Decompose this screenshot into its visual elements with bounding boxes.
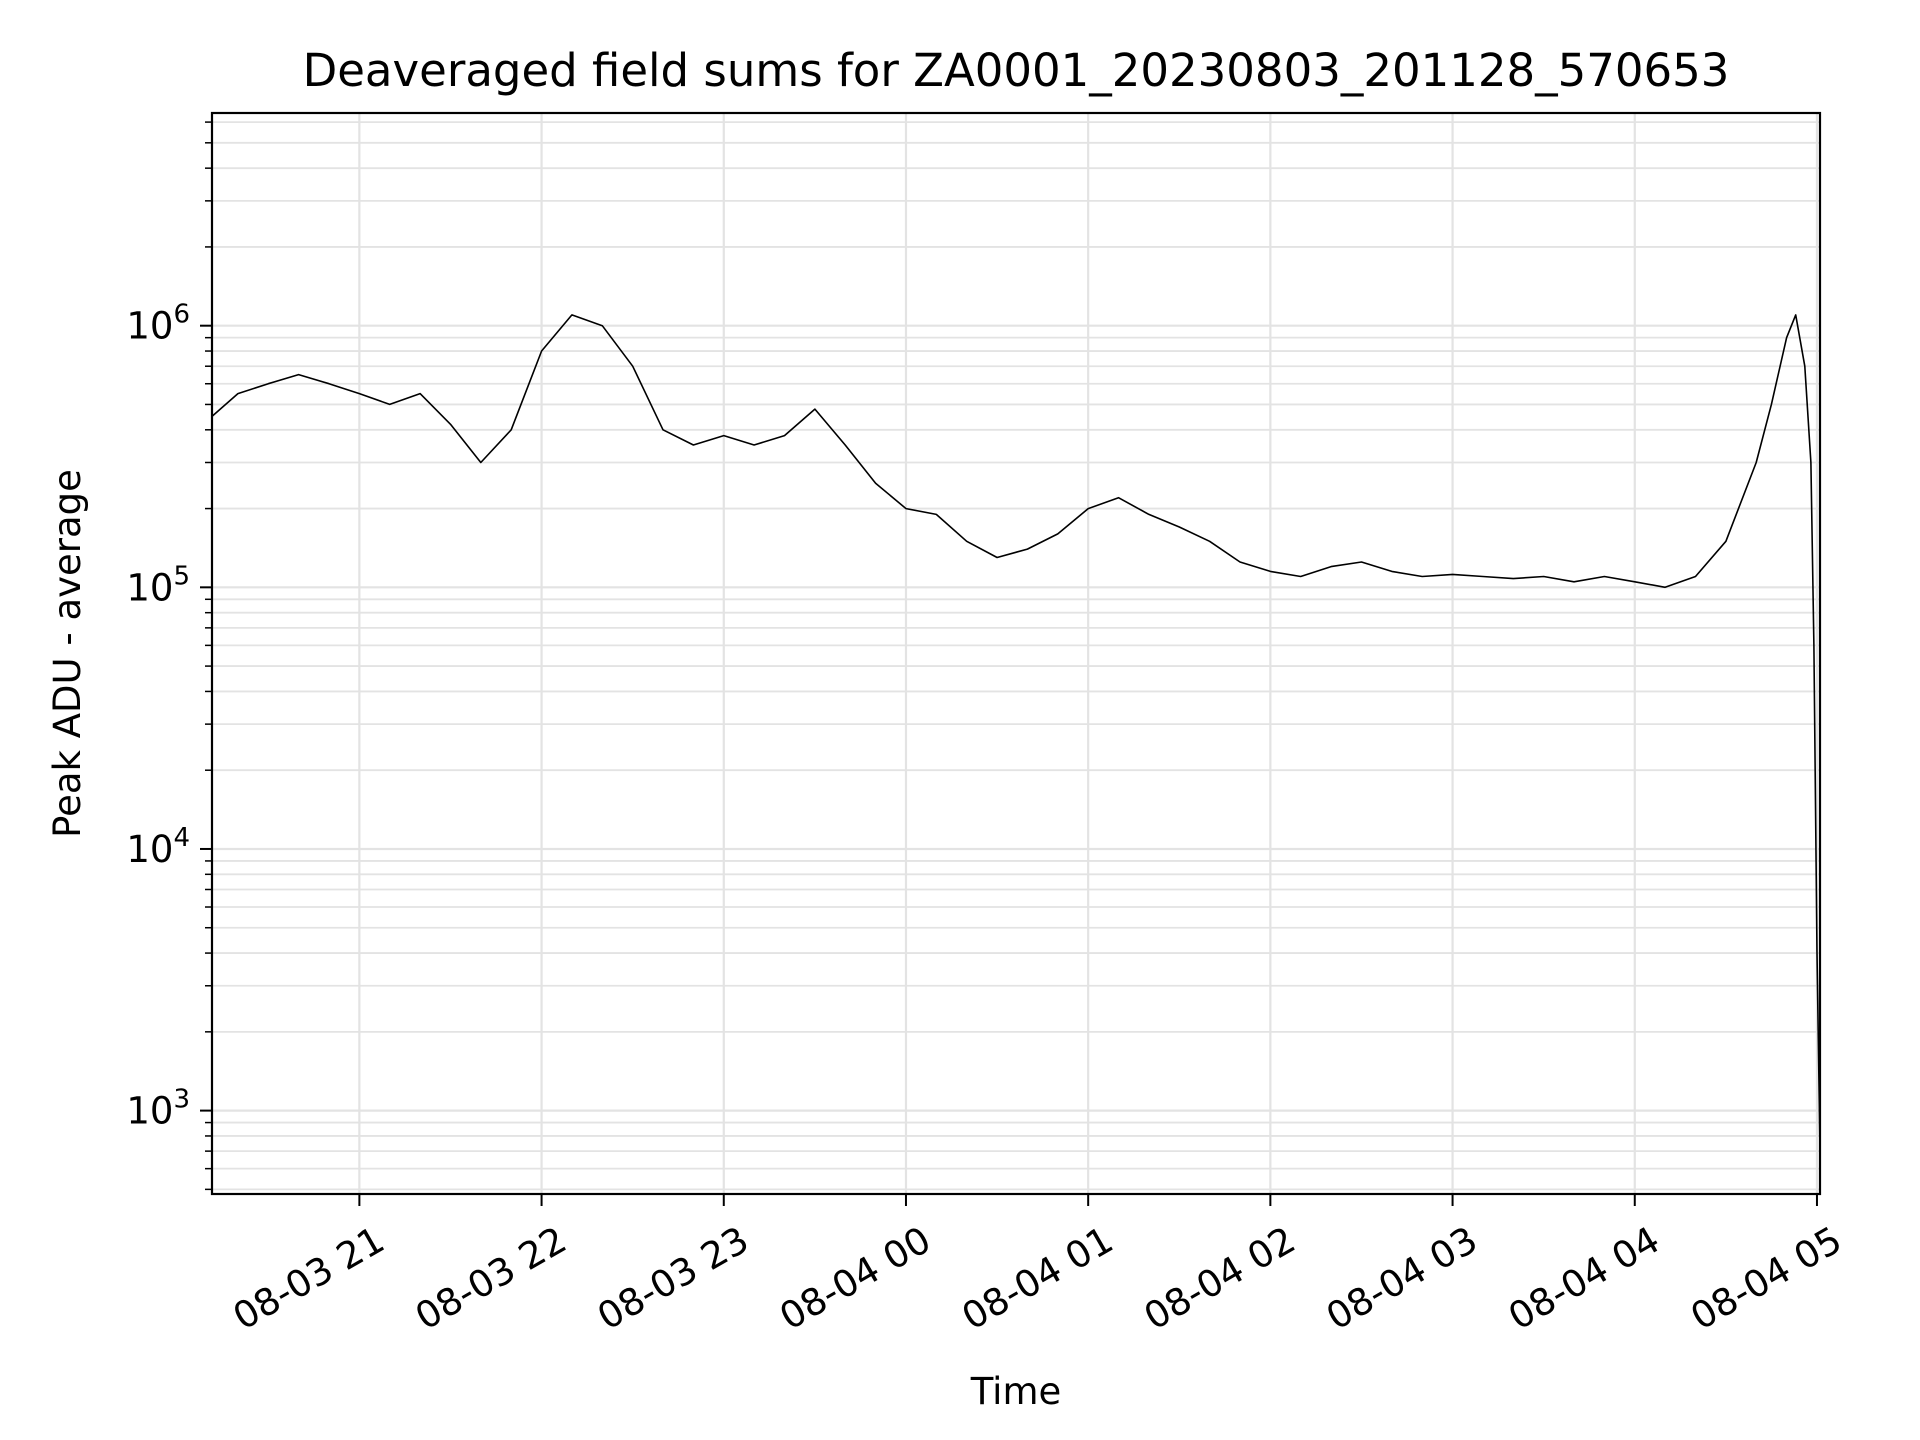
chart-title: Deaveraged field sums for ZA0001_2023080… [303, 44, 1730, 97]
series-group [211, 314, 1821, 1152]
y-tick-label: 103 [126, 1085, 190, 1133]
y-tick-label: 106 [126, 300, 190, 348]
grid [212, 113, 1820, 1194]
y-tick-label: 104 [126, 823, 190, 871]
y-axis-label: Peak ADU - average [46, 469, 89, 838]
y-tick-label: 105 [126, 561, 190, 609]
x-axis-label: Time [970, 1370, 1062, 1413]
plot-frame [210, 111, 1822, 1196]
series-line [211, 314, 1821, 1152]
